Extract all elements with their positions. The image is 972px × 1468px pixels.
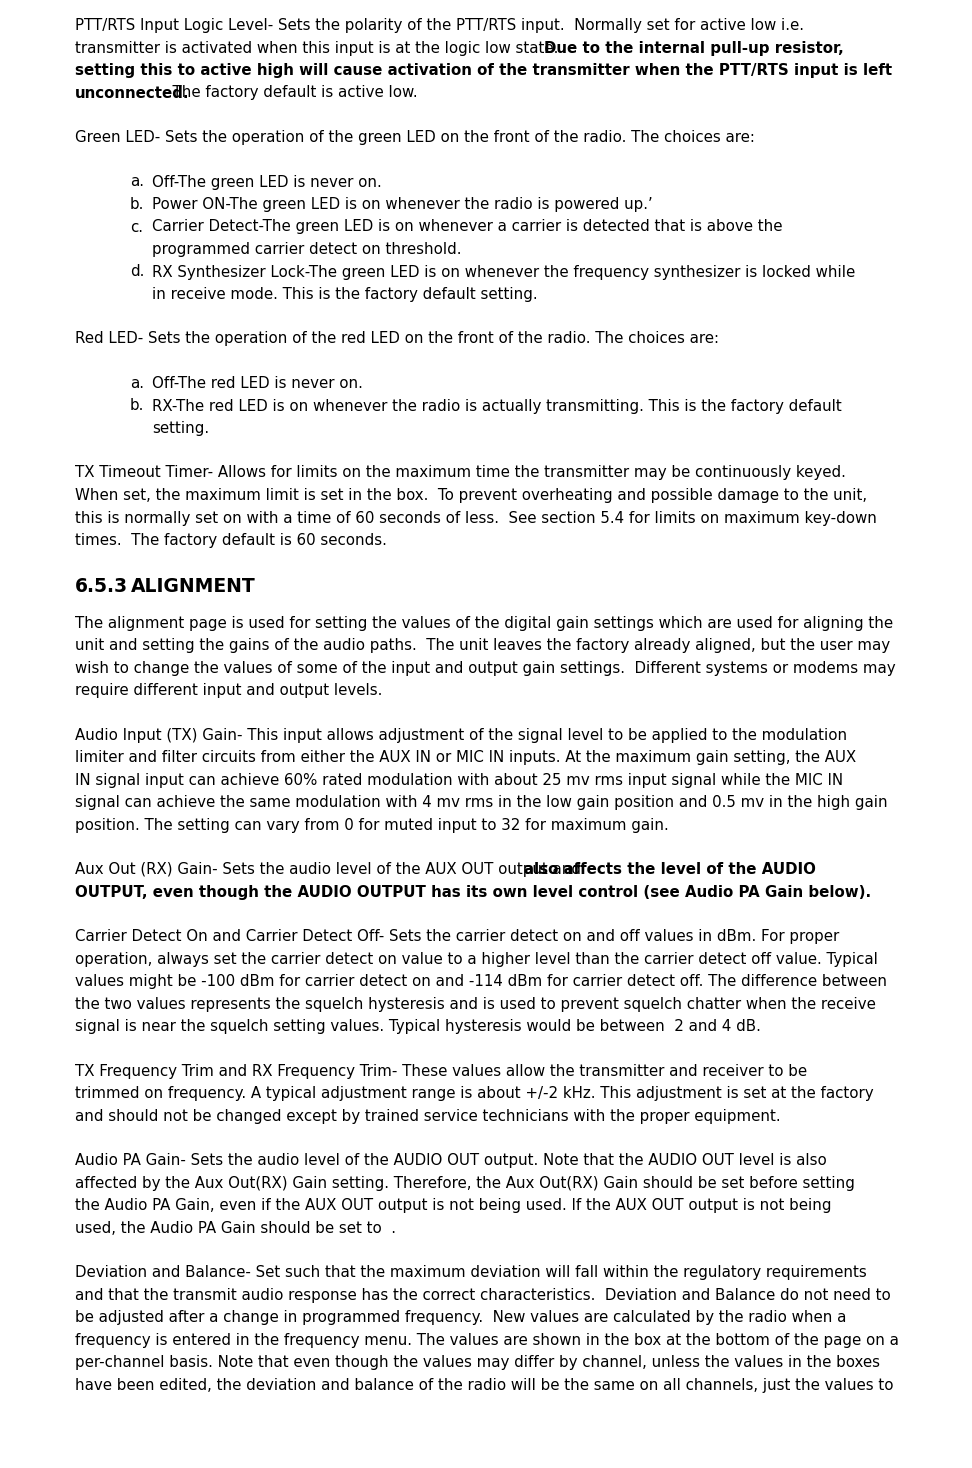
Text: used, the Audio PA Gain should be set to  .: used, the Audio PA Gain should be set to… <box>75 1220 396 1236</box>
Text: limiter and filter circuits from either the AUX IN or MIC IN inputs. At the maxi: limiter and filter circuits from either … <box>75 750 856 765</box>
Text: TX Frequency Trim and RX Frequency Trim- These values allow the transmitter and : TX Frequency Trim and RX Frequency Trim-… <box>75 1064 807 1079</box>
Text: IN signal input can achieve 60% rated modulation with about 25 mv rms input sign: IN signal input can achieve 60% rated mo… <box>75 772 843 788</box>
Text: the Audio PA Gain, even if the AUX OUT output is not being used. If the AUX OUT : the Audio PA Gain, even if the AUX OUT o… <box>75 1198 831 1213</box>
Text: PTT/RTS Input Logic Level- Sets the polarity of the PTT/RTS input.  Normally set: PTT/RTS Input Logic Level- Sets the pola… <box>75 18 804 32</box>
Text: the two values represents the squelch hysteresis and is used to prevent squelch : the two values represents the squelch hy… <box>75 997 876 1011</box>
Text: transmitter is activated when this input is at the logic low state.: transmitter is activated when this input… <box>75 41 568 56</box>
Text: and should not be changed except by trained service technicians with the proper : and should not be changed except by trai… <box>75 1108 781 1123</box>
Text: and that the transmit audio response has the correct characteristics.  Deviation: and that the transmit audio response has… <box>75 1287 890 1302</box>
Text: signal can achieve the same modulation with 4 mv rms in the low gain position an: signal can achieve the same modulation w… <box>75 796 887 810</box>
Text: frequency is entered in the frequency menu. The values are shown in the box at t: frequency is entered in the frequency me… <box>75 1333 899 1348</box>
Text: times.  The factory default is 60 seconds.: times. The factory default is 60 seconds… <box>75 533 387 548</box>
Text: RX-The red LED is on whenever the radio is actually transmitting. This is the fa: RX-The red LED is on whenever the radio … <box>152 398 842 414</box>
Text: Aux Out (RX) Gain- Sets the audio level of the AUX OUT output and: Aux Out (RX) Gain- Sets the audio level … <box>75 862 586 876</box>
Text: Due to the internal pull-up resistor,: Due to the internal pull-up resistor, <box>544 41 844 56</box>
Text: ALIGNMENT: ALIGNMENT <box>131 577 256 596</box>
Text: per-channel basis. Note that even though the values may differ by channel, unles: per-channel basis. Note that even though… <box>75 1355 880 1370</box>
Text: The alignment page is used for setting the values of the digital gain settings w: The alignment page is used for setting t… <box>75 615 893 631</box>
Text: c.: c. <box>130 220 143 235</box>
Text: Carrier Detect On and Carrier Detect Off- Sets the carrier detect on and off val: Carrier Detect On and Carrier Detect Off… <box>75 929 839 944</box>
Text: unit and setting the gains of the audio paths.  The unit leaves the factory alre: unit and setting the gains of the audio … <box>75 639 890 653</box>
Text: Red LED- Sets the operation of the red LED on the front of the radio. The choice: Red LED- Sets the operation of the red L… <box>75 332 719 346</box>
Text: d.: d. <box>130 264 145 279</box>
Text: 6.5.3: 6.5.3 <box>75 577 128 596</box>
Text: trimmed on frequency. A typical adjustment range is about +/-2 kHz. This adjustm: trimmed on frequency. A typical adjustme… <box>75 1086 874 1101</box>
Text: setting this to active high will cause activation of the transmitter when the PT: setting this to active high will cause a… <box>75 63 892 78</box>
Text: be adjusted after a change in programmed frequency.  New values are calculated b: be adjusted after a change in programmed… <box>75 1309 847 1326</box>
Text: When set, the maximum limit is set in the box.  To prevent overheating and possi: When set, the maximum limit is set in th… <box>75 487 867 504</box>
Text: The factory default is active low.: The factory default is active low. <box>162 85 417 100</box>
Text: position. The setting can vary from 0 for muted input to 32 for maximum gain.: position. The setting can vary from 0 fo… <box>75 818 669 832</box>
Text: a.: a. <box>130 175 144 189</box>
Text: Audio Input (TX) Gain- This input allows adjustment of the signal level to be ap: Audio Input (TX) Gain- This input allows… <box>75 728 848 743</box>
Text: in receive mode. This is the factory default setting.: in receive mode. This is the factory def… <box>152 288 538 302</box>
Text: Audio PA Gain- Sets the audio level of the AUDIO OUT output. Note that the AUDIO: Audio PA Gain- Sets the audio level of t… <box>75 1152 827 1169</box>
Text: wish to change the values of some of the input and output gain settings.  Differ: wish to change the values of some of the… <box>75 661 895 675</box>
Text: b.: b. <box>130 197 145 211</box>
Text: require different input and output levels.: require different input and output level… <box>75 683 382 699</box>
Text: Power ON-The green LED is on whenever the radio is powered up.’: Power ON-The green LED is on whenever th… <box>152 197 653 211</box>
Text: Off-The green LED is never on.: Off-The green LED is never on. <box>152 175 382 189</box>
Text: affected by the Aux Out(RX) Gain setting. Therefore, the Aux Out(RX) Gain should: affected by the Aux Out(RX) Gain setting… <box>75 1176 855 1191</box>
Text: Green LED- Sets the operation of the green LED on the front of the radio. The ch: Green LED- Sets the operation of the gre… <box>75 131 755 145</box>
Text: Deviation and Balance- Set such that the maximum deviation will fall within the : Deviation and Balance- Set such that the… <box>75 1265 867 1280</box>
Text: TX Timeout Timer- Allows for limits on the maximum time the transmitter may be c: TX Timeout Timer- Allows for limits on t… <box>75 465 846 480</box>
Text: RX Synthesizer Lock-The green LED is on whenever the frequency synthesizer is lo: RX Synthesizer Lock-The green LED is on … <box>152 264 855 279</box>
Text: values might be -100 dBm for carrier detect on and -114 dBm for carrier detect o: values might be -100 dBm for carrier det… <box>75 975 887 989</box>
Text: b.: b. <box>130 398 145 414</box>
Text: Off-The red LED is never on.: Off-The red LED is never on. <box>152 376 363 390</box>
Text: have been edited, the deviation and balance of the radio will be the same on all: have been edited, the deviation and bala… <box>75 1377 893 1393</box>
Text: OUTPUT, even though the AUDIO OUTPUT has its own level control (see Audio PA Gai: OUTPUT, even though the AUDIO OUTPUT has… <box>75 885 871 900</box>
Text: setting.: setting. <box>152 421 209 436</box>
Text: programmed carrier detect on threshold.: programmed carrier detect on threshold. <box>152 242 462 257</box>
Text: a.: a. <box>130 376 144 390</box>
Text: this is normally set on with a time of 60 seconds of less.  See section 5.4 for : this is normally set on with a time of 6… <box>75 511 877 526</box>
Text: also affects the level of the AUDIO: also affects the level of the AUDIO <box>524 862 816 876</box>
Text: Carrier Detect-The green LED is on whenever a carrier is detected that is above : Carrier Detect-The green LED is on whene… <box>152 220 782 235</box>
Text: operation, always set the carrier detect on value to a higher level than the car: operation, always set the carrier detect… <box>75 951 878 966</box>
Text: unconnected.: unconnected. <box>75 85 190 100</box>
Text: signal is near the squelch setting values. Typical hysteresis would be between  : signal is near the squelch setting value… <box>75 1019 761 1033</box>
